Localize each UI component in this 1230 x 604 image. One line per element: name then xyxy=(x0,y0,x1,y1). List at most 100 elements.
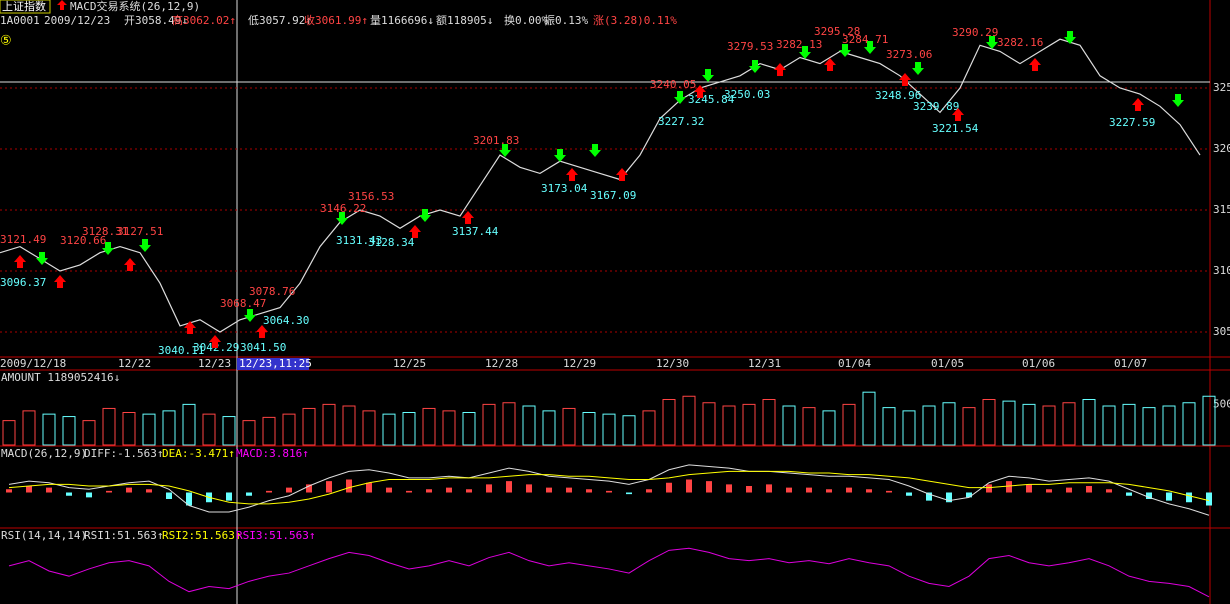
buy-arrow xyxy=(54,275,66,288)
high-annotation: 3240.05 xyxy=(650,78,696,91)
volume-bar xyxy=(962,407,976,446)
low-annotation: 3128.34 xyxy=(368,236,415,249)
volume-bar xyxy=(442,410,456,446)
date-label: 12/30 xyxy=(656,357,689,370)
buy-arrow xyxy=(209,335,221,348)
high-annotation: 3127.51 xyxy=(117,225,163,238)
volume-bar xyxy=(1042,405,1056,446)
macd-macd-label: MACD:3.816↑ xyxy=(236,447,309,460)
volume-bar xyxy=(842,403,856,446)
volume-bar xyxy=(1202,395,1216,446)
volume-bar xyxy=(22,410,36,446)
high-annotation: 3078.76 xyxy=(249,285,295,298)
volume-bar xyxy=(202,413,216,446)
volume-bar xyxy=(342,405,356,446)
volume-bar xyxy=(622,415,636,446)
volume-bar xyxy=(222,416,236,446)
low-annotation: 3041.50 xyxy=(240,341,286,354)
volume-bar xyxy=(482,403,496,446)
volume-bar xyxy=(982,399,996,446)
price-line xyxy=(0,38,1201,333)
high-annotation: 3146.22 xyxy=(320,202,366,215)
date-label: 2009/12/18 xyxy=(0,357,66,370)
buy-arrow xyxy=(952,108,964,121)
volume-bar xyxy=(822,410,836,446)
date-label: 01/05 xyxy=(931,357,964,370)
high-annotation: 3284.71 xyxy=(842,33,888,46)
info-item: 开3058.49↓ xyxy=(124,14,188,27)
volume-bar xyxy=(1022,403,1036,446)
date-label: 12/31 xyxy=(748,357,781,370)
low-annotation: 3064.30 xyxy=(263,314,309,327)
cursor-time-box xyxy=(237,358,309,370)
index-name: 上证指数 xyxy=(2,0,46,13)
volume-bar xyxy=(402,412,416,446)
low-annotation: 3167.09 xyxy=(590,189,636,202)
volume-bar xyxy=(382,413,396,446)
date-label: 12/29 xyxy=(563,357,596,370)
cursor-time: 12/23,11:25 xyxy=(239,357,312,370)
system-name: MACD交易系统(26,12,9) xyxy=(70,0,200,13)
macd-dea-line xyxy=(8,470,1210,505)
volume-bar xyxy=(1062,402,1076,446)
sell-arrow xyxy=(139,239,151,252)
volume-title: AMOUNT 1189052416↓ xyxy=(1,371,120,384)
high-annotation: 3273.06 xyxy=(886,48,932,61)
buy-arrow xyxy=(694,85,706,98)
buy-arrow xyxy=(899,73,911,86)
y-tick-label: 3200 xyxy=(1213,142,1230,155)
volume-bar xyxy=(1002,400,1016,446)
volume-bar xyxy=(1102,405,1116,446)
date-label: 01/06 xyxy=(1022,357,1055,370)
info-item: 换0.00% xyxy=(504,13,548,27)
info-item: 振0.13% xyxy=(544,13,588,27)
date-label: 12/22 xyxy=(118,357,151,370)
volume-bar xyxy=(102,407,116,446)
buy-arrow xyxy=(409,225,421,238)
volume-bar xyxy=(562,407,576,446)
rsi1-label: RSI1:51.563↑ xyxy=(84,529,163,542)
volume-bar xyxy=(682,395,696,446)
volume-bar xyxy=(122,412,136,446)
info-item: 低3057.92↑ xyxy=(248,14,312,27)
high-annotation: 3279.53 xyxy=(727,40,773,53)
sell-arrow xyxy=(419,209,431,222)
volume-bar xyxy=(1122,403,1136,446)
volume-bar xyxy=(602,413,616,446)
info-item: 收3061.99↑ xyxy=(304,13,368,27)
volume-bar xyxy=(1182,402,1196,446)
rsi-name: RSI(14,14,14) xyxy=(1,529,87,542)
volume-bar xyxy=(742,403,756,446)
date-label: 12/28 xyxy=(485,357,518,370)
macd-diff-line xyxy=(8,464,1210,516)
low-annotation: 3131.43 xyxy=(336,234,382,247)
volume-bar xyxy=(82,420,96,446)
volume-bar xyxy=(522,405,536,446)
sell-arrow xyxy=(749,60,761,73)
buy-arrow xyxy=(824,58,836,71)
volume-bar xyxy=(1162,405,1176,446)
y-tick-label: 3250 xyxy=(1213,81,1230,94)
sell-arrow xyxy=(799,46,811,59)
volume-bar xyxy=(422,407,436,446)
marker: ⑤ xyxy=(0,34,12,49)
date-label: 01/07 xyxy=(1114,357,1147,370)
sell-arrow xyxy=(102,242,114,255)
info-item: 1A0001 xyxy=(0,14,40,27)
volume-bar xyxy=(362,410,376,446)
volume-bar xyxy=(862,391,876,446)
high-annotation: 3295.28 xyxy=(814,25,860,38)
sell-arrow xyxy=(912,62,924,75)
volume-bar xyxy=(922,405,936,446)
info-item: 高3062.02↑ xyxy=(172,13,236,27)
y-tick-label: 3100 xyxy=(1213,264,1230,277)
volume-bar xyxy=(802,407,816,446)
volume-bar xyxy=(302,407,316,446)
y-tick-label: 3150 xyxy=(1213,203,1230,216)
volume-bar xyxy=(262,416,276,446)
low-annotation: 3221.54 xyxy=(932,122,979,135)
volume-bar xyxy=(902,410,916,446)
volume-bar xyxy=(62,416,76,446)
low-annotation: 3173.04 xyxy=(541,182,588,195)
sell-arrow xyxy=(499,144,511,157)
